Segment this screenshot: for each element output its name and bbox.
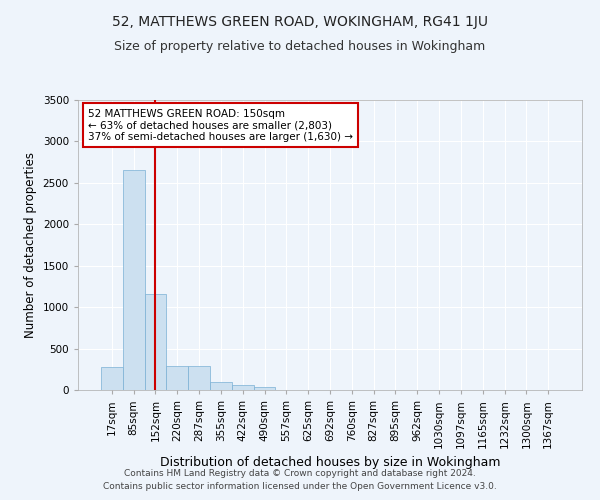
X-axis label: Distribution of detached houses by size in Wokingham: Distribution of detached houses by size … xyxy=(160,456,500,469)
Bar xyxy=(188,366,210,390)
Bar xyxy=(166,366,188,390)
Text: 52 MATTHEWS GREEN ROAD: 150sqm
← 63% of detached houses are smaller (2,803)
37% : 52 MATTHEWS GREEN ROAD: 150sqm ← 63% of … xyxy=(88,108,353,142)
Text: Contains public sector information licensed under the Open Government Licence v3: Contains public sector information licen… xyxy=(103,482,497,491)
Text: 52, MATTHEWS GREEN ROAD, WOKINGHAM, RG41 1JU: 52, MATTHEWS GREEN ROAD, WOKINGHAM, RG41… xyxy=(112,15,488,29)
Y-axis label: Number of detached properties: Number of detached properties xyxy=(24,152,37,338)
Text: Contains HM Land Registry data © Crown copyright and database right 2024.: Contains HM Land Registry data © Crown c… xyxy=(124,468,476,477)
Text: Size of property relative to detached houses in Wokingham: Size of property relative to detached ho… xyxy=(115,40,485,53)
Bar xyxy=(232,385,254,390)
Bar xyxy=(254,386,275,390)
Bar xyxy=(210,382,232,390)
Bar xyxy=(123,170,145,390)
Bar xyxy=(145,294,166,390)
Bar xyxy=(101,367,123,390)
